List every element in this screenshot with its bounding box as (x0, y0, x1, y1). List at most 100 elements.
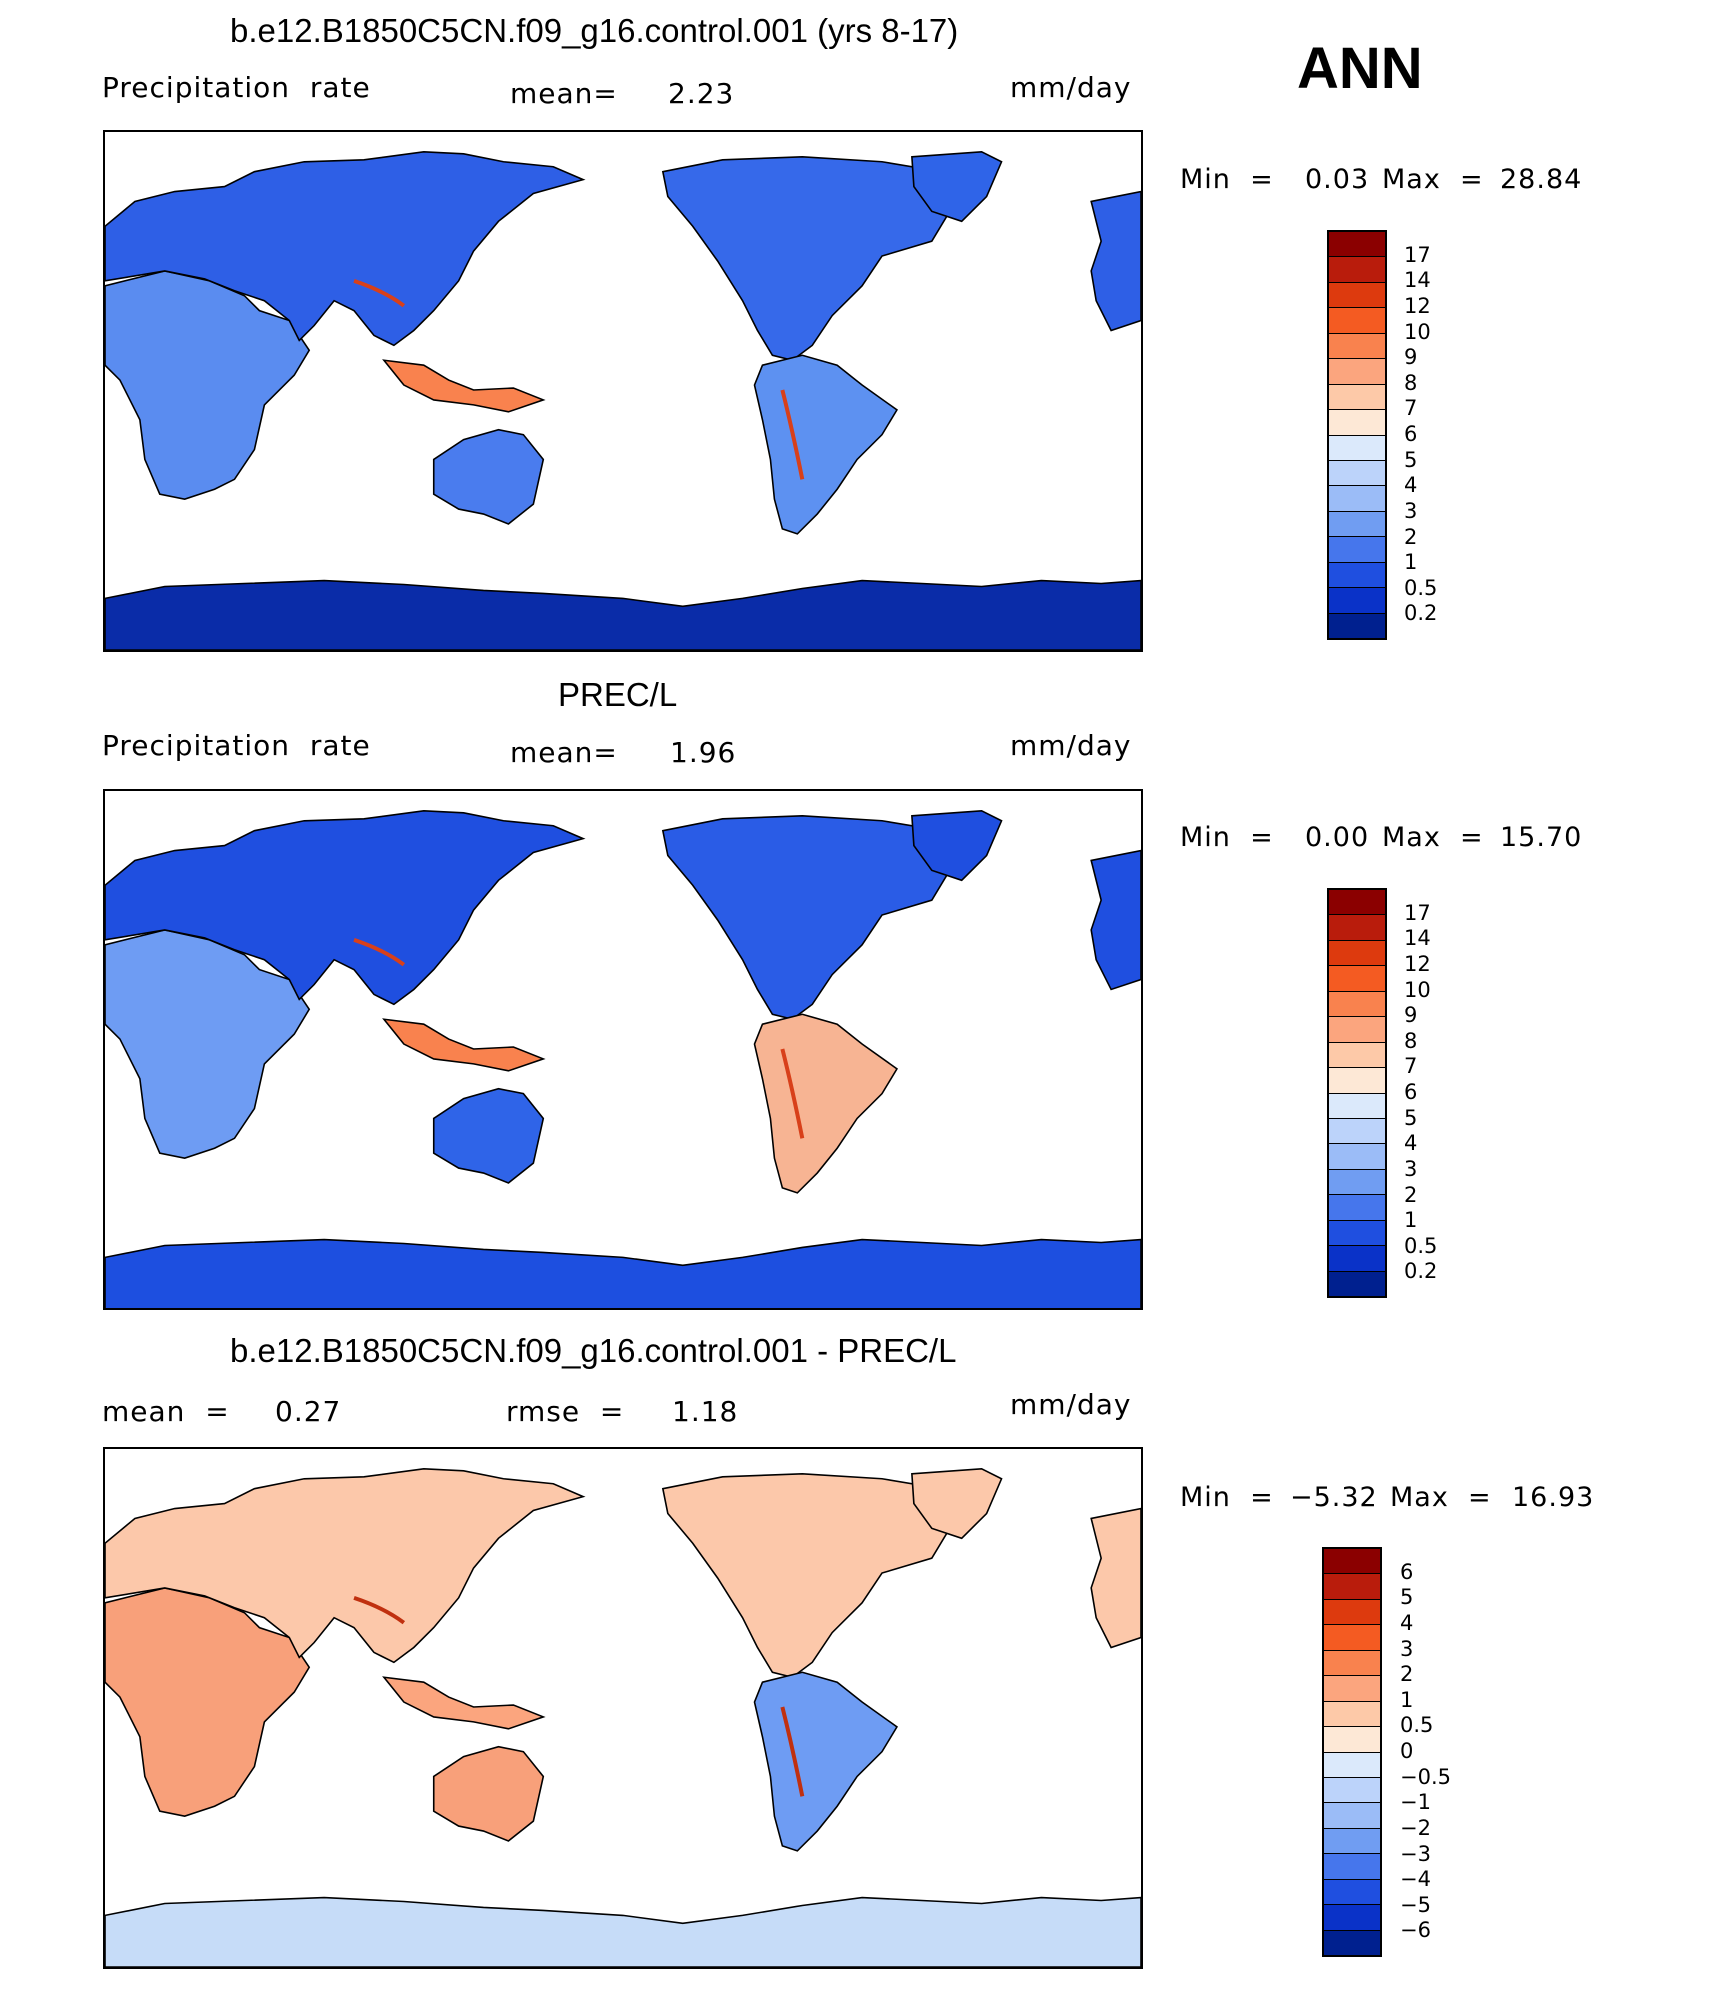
landmass-south-america (753, 1013, 899, 1194)
colorbar-swatch (1329, 1169, 1385, 1196)
colorbar-level-label: 4 (1404, 473, 1418, 498)
colorbar-level-label: 5 (1400, 1585, 1414, 1610)
colorbar-swatch (1324, 1727, 1380, 1753)
landmass-africa (105, 270, 311, 500)
colorbar-level-label: 4 (1404, 1131, 1418, 1156)
landmass-eurasia (105, 151, 586, 347)
colorbar-swatch (1329, 384, 1385, 411)
colorbar-swatch (1329, 1017, 1385, 1043)
panel-3-max-value: 16.93 (1512, 1482, 1595, 1513)
panel-1-min-value: 0.03 (1305, 164, 1370, 195)
colorbar-swatch (1329, 537, 1385, 563)
panel-2-mean-value: 1.96 (670, 736, 737, 769)
panel-3-world-map (105, 1468, 1141, 1967)
landmass-south-america (753, 354, 899, 535)
landmass-europe-west-africa (1090, 849, 1141, 991)
landmass-north-america (661, 156, 963, 362)
landmass-greenland (911, 151, 1003, 223)
colorbar-level-label: −0.5 (1400, 1764, 1451, 1789)
landmass-australia (432, 1087, 545, 1184)
colorbar-swatch (1329, 460, 1385, 487)
colorbar-level-label: 5 (1404, 447, 1418, 472)
panel-3-units: mm/day (1010, 1388, 1132, 1421)
precip-maximum-ridge (780, 1048, 805, 1139)
colorbar-level-label: 3 (1404, 1156, 1418, 1181)
colorbar-level-label: 8 (1404, 370, 1418, 395)
panel-3-max-label: Max = (1390, 1482, 1492, 1513)
colorbar-level-label: 14 (1404, 926, 1431, 951)
colorbar-swatch (1329, 613, 1385, 638)
landmass-south-america (753, 1671, 899, 1852)
colorbar-swatch (1329, 308, 1385, 334)
colorbar-swatch (1329, 940, 1385, 967)
colorbar-swatch (1329, 511, 1385, 538)
colorbar-level-label: 9 (1404, 1003, 1418, 1028)
panel-1-max-value: 28.84 (1500, 164, 1583, 195)
colorbar-swatch (1324, 1803, 1380, 1829)
panel-3-colorbar (1322, 1547, 1382, 1957)
colorbar-level-label: −6 (1400, 1918, 1431, 1943)
colorbar-swatch (1329, 257, 1385, 283)
colorbar-level-label: 7 (1404, 396, 1418, 421)
landmass-antarctica (105, 1896, 1141, 1967)
colorbar-swatch (1324, 1549, 1380, 1575)
landmass-north-america (661, 1473, 963, 1679)
panel-3-title: b.e12.B1850C5CN.f09_g16.control.001 - PR… (230, 1332, 957, 1369)
colorbar-level-label: 10 (1404, 977, 1431, 1002)
colorbar-swatch (1329, 1068, 1385, 1094)
panel-3-rmse-label: rmse = (506, 1395, 625, 1428)
panel-1-max-label: Max = (1382, 164, 1484, 195)
colorbar-swatch (1324, 1828, 1380, 1855)
landmass-maritime-asia (382, 1018, 546, 1072)
colorbar-swatch (1324, 1676, 1380, 1702)
panel-2-colorbar (1327, 888, 1387, 1298)
colorbar-level-label: 7 (1404, 1054, 1418, 1079)
colorbar-level-label: −1 (1400, 1790, 1431, 1815)
colorbar-swatch (1329, 1195, 1385, 1221)
panel-3-mean-value: 0.27 (275, 1395, 342, 1428)
colorbar-swatch (1324, 1930, 1380, 1955)
panel-3-mean-label: mean = (102, 1395, 230, 1428)
colorbar-swatch (1329, 915, 1385, 941)
panel-1-mean-label: mean= (510, 77, 618, 110)
colorbar-level-label: 12 (1404, 951, 1431, 976)
landmass-greenland (911, 810, 1003, 882)
colorbar-level-label: 9 (1404, 345, 1418, 370)
colorbar-level-label: 2 (1400, 1662, 1414, 1687)
colorbar-level-label: 0.2 (1404, 1259, 1438, 1284)
precip-maximum-ridge (780, 1706, 805, 1797)
colorbar-swatch (1324, 1599, 1380, 1626)
panel-1-variable-label: Precipitation rate (102, 71, 371, 104)
colorbar-level-label: −2 (1400, 1815, 1431, 1840)
colorbar-level-label: 0.5 (1404, 575, 1438, 600)
landmass-eurasia (105, 810, 586, 1006)
colorbar-swatch (1329, 562, 1385, 589)
colorbar-swatch (1324, 1879, 1380, 1906)
colorbar-swatch (1329, 991, 1385, 1018)
colorbar-level-label: 3 (1400, 1636, 1414, 1661)
panel-3-map (103, 1447, 1143, 1969)
colorbar-swatch (1324, 1752, 1380, 1778)
landmass-africa (105, 1587, 311, 1817)
panel-2-title: PREC/L (558, 676, 678, 713)
colorbar-level-label: −5 (1400, 1892, 1431, 1917)
panel-1-map (103, 130, 1143, 652)
colorbar-swatch (1329, 1246, 1385, 1272)
colorbar-level-label: 12 (1404, 293, 1431, 318)
landmass-europe-west-africa (1090, 1507, 1141, 1649)
colorbar-level-label: 3 (1404, 498, 1418, 523)
colorbar-swatch (1329, 1271, 1385, 1296)
panel-1-min-label: Min = (1180, 164, 1274, 195)
landmass-maritime-asia (382, 1676, 546, 1730)
panel-1-units: mm/day (1010, 71, 1132, 104)
landmass-antarctica (105, 1238, 1141, 1308)
colorbar-level-label: 17 (1404, 900, 1431, 925)
panel-2-map (103, 789, 1143, 1310)
landmass-australia (432, 1745, 545, 1842)
colorbar-swatch (1324, 1777, 1380, 1804)
colorbar-level-label: 17 (1404, 242, 1431, 267)
panel-3-min-value: −5.32 (1290, 1482, 1378, 1513)
panel-2-units: mm/day (1010, 729, 1132, 762)
colorbar-swatch (1329, 410, 1385, 436)
colorbar-level-label: 0.5 (1404, 1233, 1438, 1258)
